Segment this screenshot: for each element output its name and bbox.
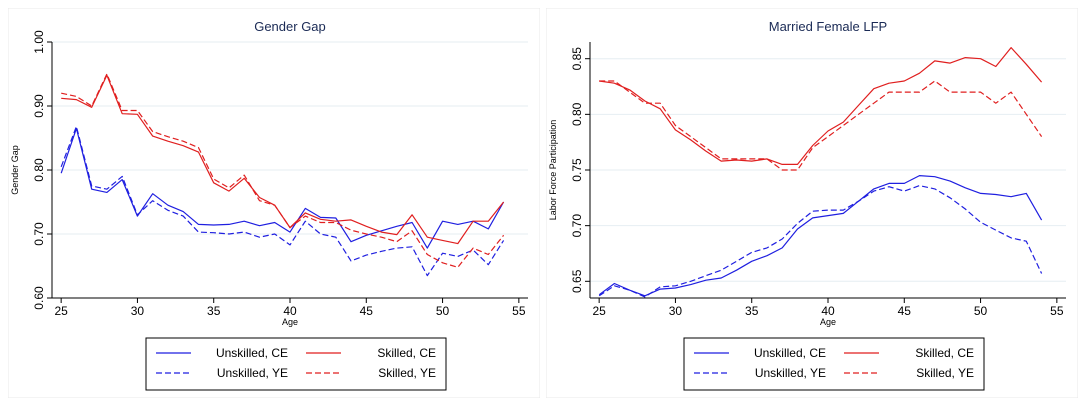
legend (683, 337, 985, 391)
y-tick-label: 0.75 (570, 158, 584, 182)
legend (145, 337, 447, 391)
chart-title: Married Female LFP (769, 19, 887, 34)
chart-panel-married-female-lfp: 0.65 0.70 0.75 0.80 0.85 25 30 35 40 45 50 55 Marrie… (546, 8, 1078, 398)
x-tick-label: 40 (283, 304, 297, 318)
x-tick-label: 40 (821, 304, 835, 318)
x-tick-label: 30 (131, 304, 145, 318)
y-tick-label: 0.80 (32, 158, 46, 182)
x-tick-label: 55 (1050, 304, 1064, 318)
legend-label: Skilled, YE (916, 366, 974, 380)
x-tick-label: 50 (974, 304, 988, 318)
x-tick-label: 35 (745, 304, 759, 318)
y-tick-label: 0.65 (570, 269, 584, 293)
series-line-2 (598, 185, 1043, 298)
y-tick-label: 1.00 (32, 30, 46, 54)
series-line-3 (61, 73, 505, 268)
x-tick-label: 50 (436, 304, 450, 318)
series-line-2 (60, 125, 505, 277)
legend-label: Skilled, CE (915, 346, 974, 360)
chart-svg: 0.60 0.70 0.80 0.90 1.00 25 30 35 40 45 50 55 Gender… (8, 8, 540, 398)
x-axis-label: Age (820, 317, 836, 327)
x-tick-label: 25 (592, 304, 606, 318)
legend-label: Unskilled, CE (216, 346, 288, 360)
y-tick-label: 0.85 (570, 47, 584, 71)
legend-label: Skilled, YE (378, 366, 436, 380)
y-tick-label: 0.90 (32, 94, 46, 118)
legend-label: Unskilled, YE (217, 366, 288, 380)
x-tick-label: 45 (898, 304, 912, 318)
x-tick-label: 45 (360, 304, 374, 318)
chart-panel-gender-gap: 0.60 0.70 0.80 0.90 1.00 25 30 35 40 45 50 55 Gender… (8, 8, 540, 398)
series-line-1 (599, 46, 1043, 165)
legend-label: Skilled, CE (377, 346, 436, 360)
y-tick-label: 0.70 (32, 222, 46, 246)
x-tick-label: 30 (669, 304, 683, 318)
legend-label: Unskilled, CE (754, 346, 826, 360)
x-axis-label: Age (282, 317, 298, 327)
y-axis-label: Gender Gap (10, 145, 20, 195)
y-axis-label: Labor Force Participation (548, 120, 558, 221)
panel-background (546, 8, 1078, 398)
series-line-3 (599, 80, 1043, 171)
y-tick-label: 0.60 (32, 286, 46, 310)
x-tick-label: 55 (512, 304, 526, 318)
chart-svg: 0.65 0.70 0.75 0.80 0.85 25 30 35 40 45 50 55 Marrie… (546, 8, 1078, 398)
y-tick-label: 0.80 (570, 102, 584, 126)
chart-title: Gender Gap (254, 19, 326, 34)
x-tick-label: 25 (54, 304, 68, 318)
panel-background (8, 8, 540, 398)
y-tick-label: 0.70 (570, 214, 584, 238)
series-line-1 (61, 74, 505, 245)
series-line-0 (598, 175, 1043, 297)
x-tick-label: 35 (207, 304, 221, 318)
legend-label: Unskilled, YE (755, 366, 826, 380)
